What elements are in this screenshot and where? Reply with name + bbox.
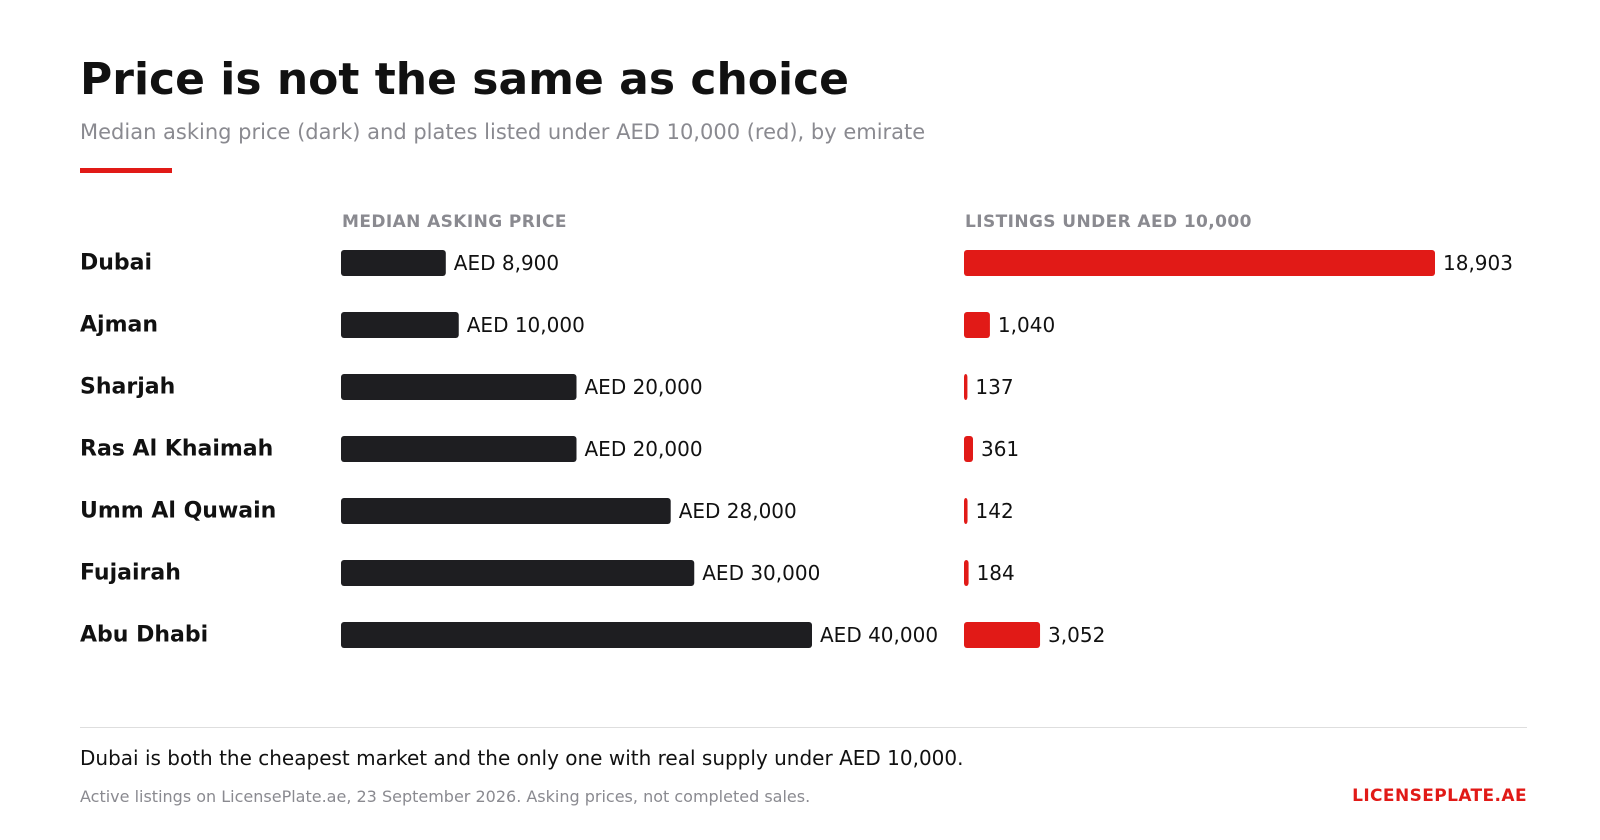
price-value-label-ras-al-khaimah: AED 20,000 <box>585 437 703 461</box>
price-value-label-sharjah: AED 20,000 <box>585 375 703 399</box>
listings-bar-sharjah <box>964 374 968 400</box>
category-label-umm-al-quwain: Umm Al Quwain <box>80 499 276 524</box>
price-value-label-dubai: AED 8,900 <box>454 251 559 275</box>
price-bar-ras-al-khaimah <box>341 436 577 462</box>
price-value-label-ajman: AED 10,000 <box>467 313 585 337</box>
footer-divider <box>80 727 1527 728</box>
median-price-column-title: MEDIAN ASKING PRICE <box>342 212 567 232</box>
listings-bar-ras-al-khaimah <box>964 436 973 462</box>
listings-value-label-ajman: 1,040 <box>998 313 1055 337</box>
listings-value-label-fujairah: 184 <box>977 561 1015 585</box>
bar-chart: Dubai AED 8,900 18,903 Ajman AED 10,000 1,040… <box>80 250 1513 648</box>
takeaway-text: Dubai is both the cheapest market and th… <box>80 746 964 770</box>
listings-value-label-abu-dhabi: 3,052 <box>1048 623 1105 647</box>
listings-bar-fujairah <box>964 560 969 586</box>
category-label-abu-dhabi: Abu Dhabi <box>80 623 208 648</box>
listings-value-label-sharjah: 137 <box>975 375 1013 399</box>
source-note: Active listings on LicensePlate.ae, 23 S… <box>80 787 811 806</box>
listings-bar-dubai <box>964 250 1435 276</box>
category-label-ras-al-khaimah: Ras Al Khaimah <box>80 437 273 462</box>
price-value-label-umm-al-quwain: AED 28,000 <box>679 499 797 523</box>
price-bar-umm-al-quwain <box>341 498 671 524</box>
brand-link[interactable]: LICENSEPLATE.AE <box>1352 786 1527 806</box>
listings-value-label-ras-al-khaimah: 361 <box>981 437 1019 461</box>
category-label-sharjah: Sharjah <box>80 375 175 400</box>
page-title: Price is not the same as choice <box>80 54 850 105</box>
category-label-dubai: Dubai <box>80 251 152 276</box>
price-value-label-abu-dhabi: AED 40,000 <box>820 623 938 647</box>
category-label-ajman: Ajman <box>80 313 158 338</box>
listings-value-label-umm-al-quwain: 142 <box>976 499 1014 523</box>
price-bar-fujairah <box>341 560 695 586</box>
listings-bar-abu-dhabi <box>964 622 1041 648</box>
accent-rule <box>80 168 172 173</box>
listings-value-label-dubai: 18,903 <box>1443 251 1513 275</box>
price-bar-dubai <box>341 250 446 276</box>
category-label-fujairah: Fujairah <box>80 561 181 586</box>
listings-column-title: LISTINGS UNDER AED 10,000 <box>965 212 1252 232</box>
listings-bar-umm-al-quwain <box>964 498 968 524</box>
price-bar-ajman <box>341 312 459 338</box>
price-bar-abu-dhabi <box>341 622 812 648</box>
price-value-label-fujairah: AED 30,000 <box>702 561 820 585</box>
page-subtitle: Median asking price (dark) and plates li… <box>80 120 926 144</box>
price-bar-sharjah <box>341 374 577 400</box>
listings-bar-ajman <box>964 312 990 338</box>
